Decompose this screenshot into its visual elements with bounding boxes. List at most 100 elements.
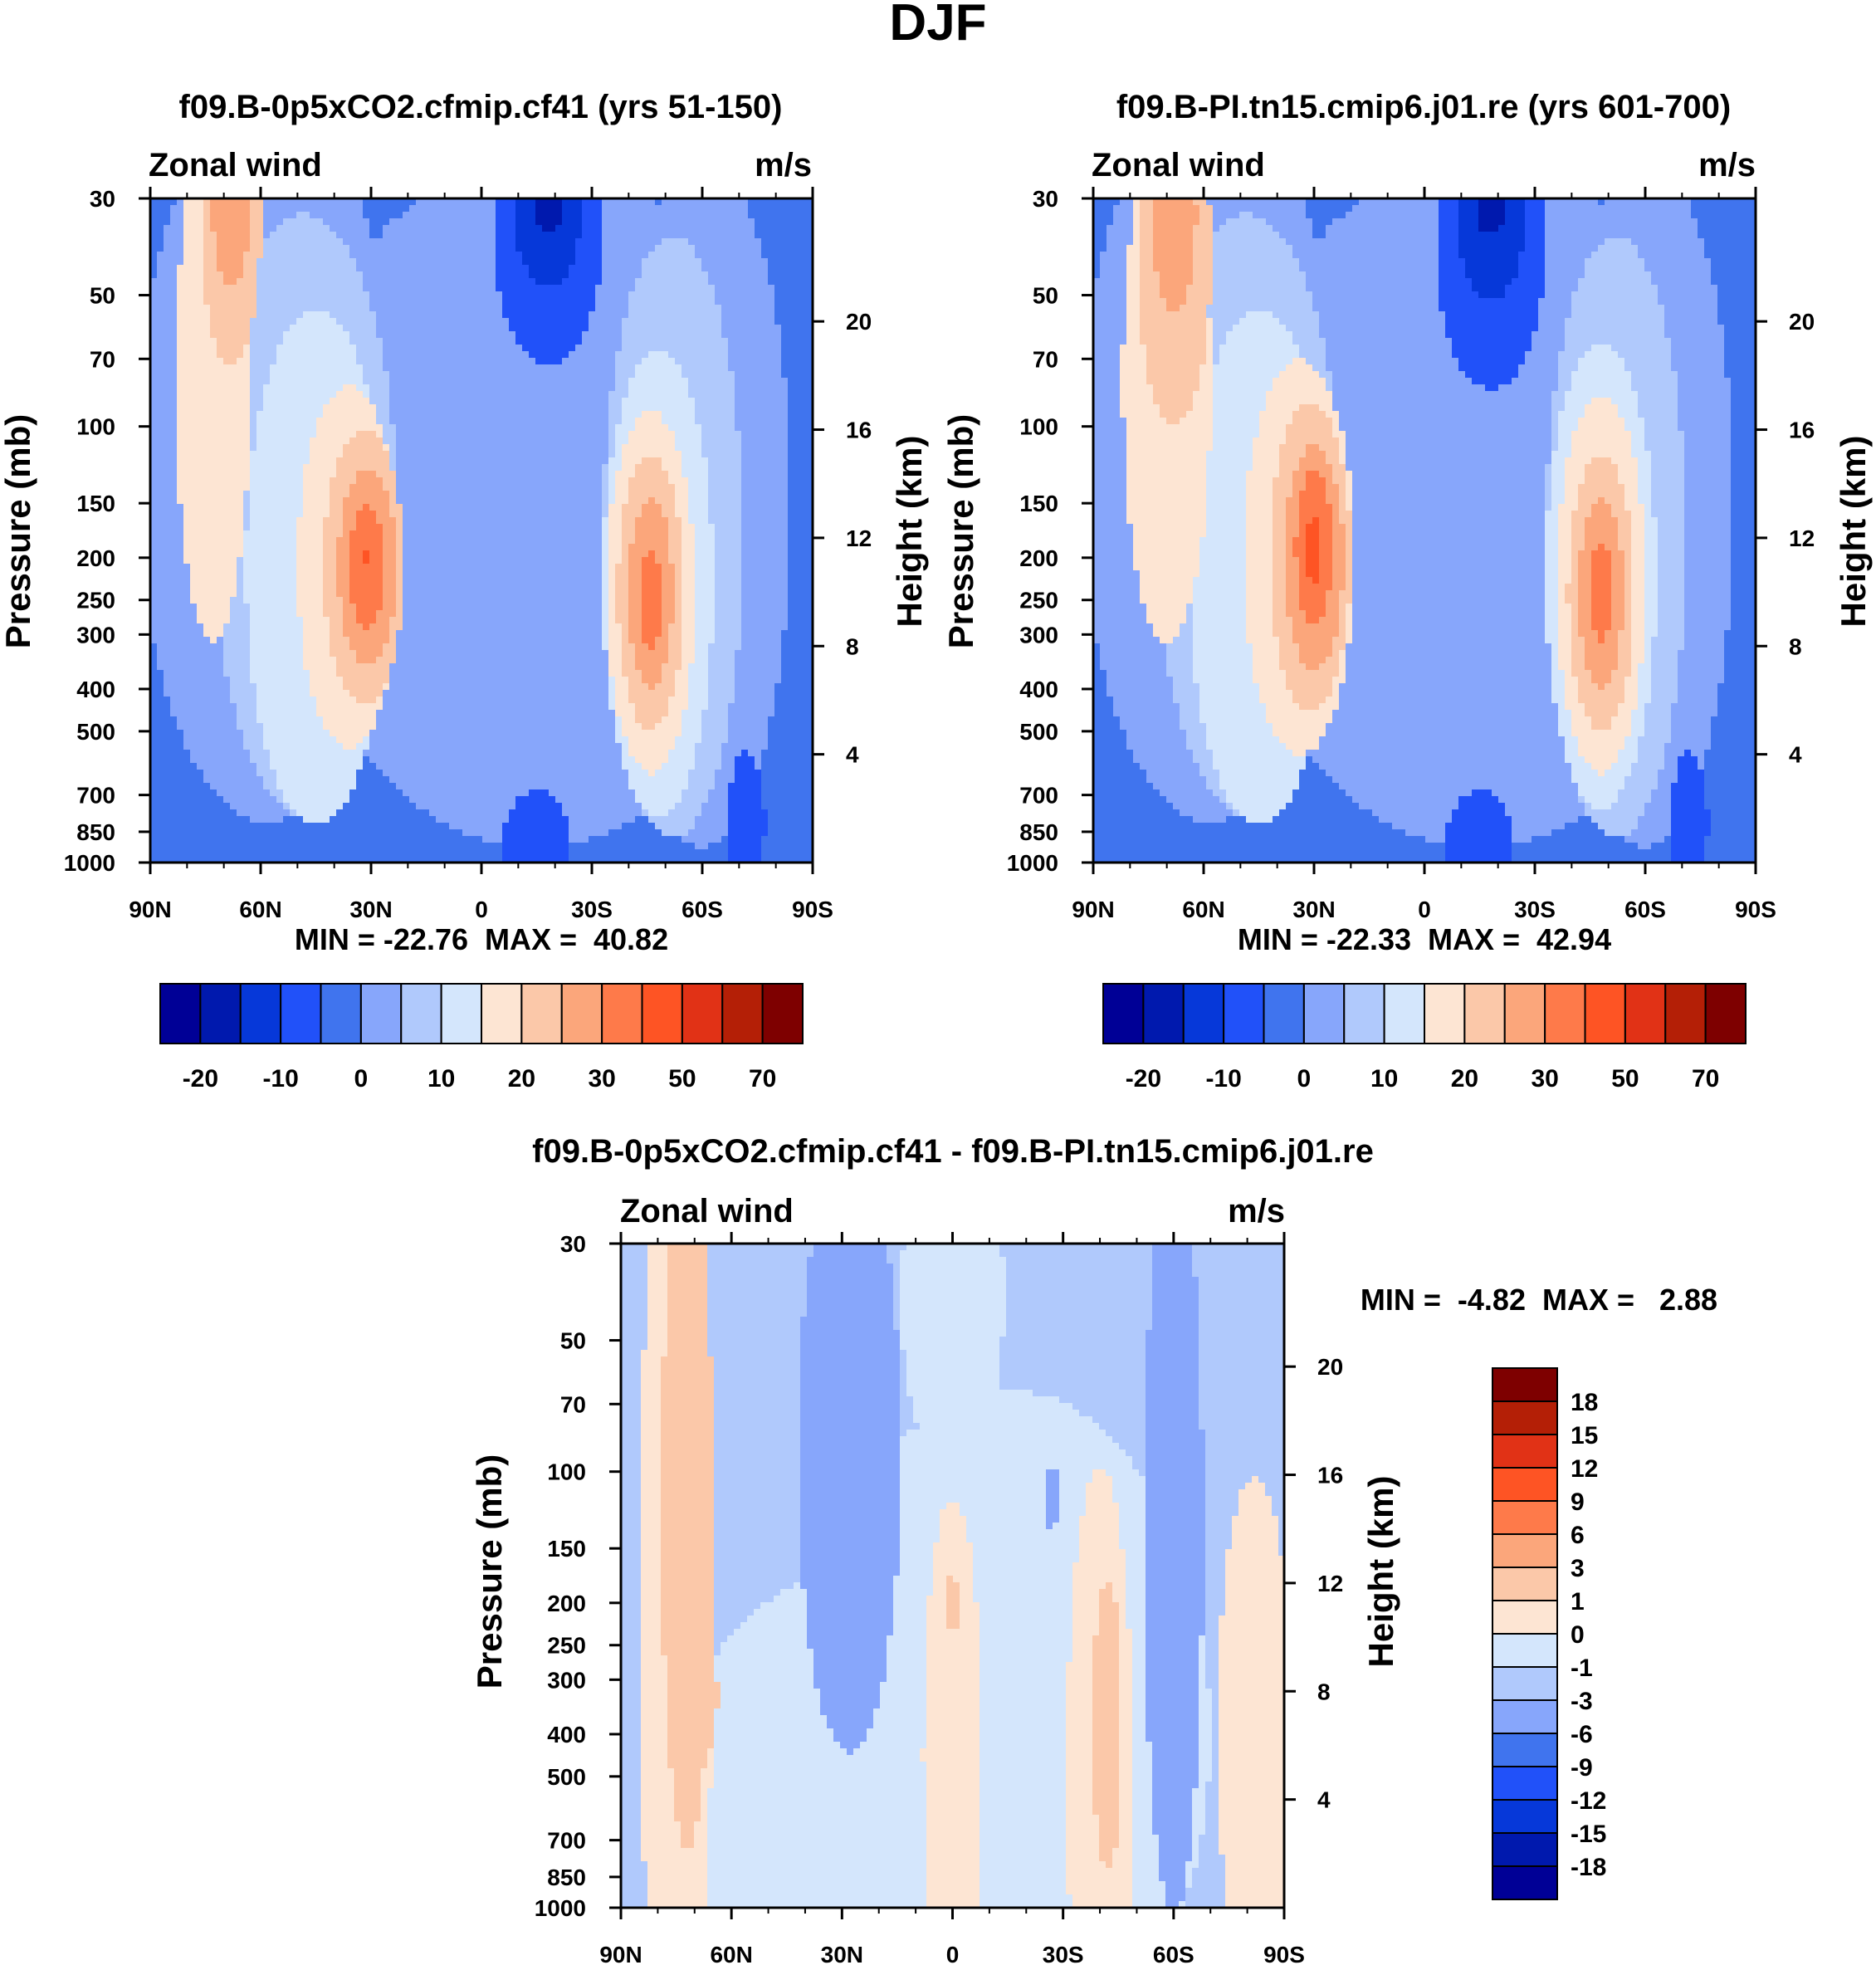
contour-cell: [728, 736, 769, 744]
contour-cell: [1425, 836, 1446, 843]
contour-cell: [1638, 391, 1678, 398]
contour-cell: [1119, 1443, 1146, 1450]
y-tick-label: 100: [1019, 414, 1058, 440]
contour-cell: [1126, 451, 1207, 458]
contour-cell: [356, 358, 384, 365]
contour-cell: [1132, 1463, 1146, 1470]
contour-cell: [1658, 776, 1678, 784]
contour-cell: [695, 630, 716, 638]
contour-cell: [1299, 530, 1307, 538]
contour-cell: [396, 530, 403, 538]
contour-cell: [900, 1337, 1000, 1344]
contour-cell: [774, 318, 813, 325]
contour-cell: [1120, 404, 1160, 412]
contour-cell: [695, 252, 762, 259]
contour-cell: [263, 232, 271, 239]
contour-cell: [1551, 690, 1566, 697]
contour-cell: [303, 484, 330, 491]
contour-cell: [1278, 1549, 1285, 1557]
contour-cell: [1093, 564, 1134, 571]
contour-cell: [210, 305, 257, 312]
contour-cell: [675, 743, 696, 750]
contour-cell: [389, 404, 609, 412]
contour-cell: [1458, 364, 1519, 372]
contour-cell: [1631, 371, 1678, 379]
contour-cell: [1724, 670, 1756, 677]
contour-cell: [1571, 371, 1632, 379]
contour-cell: [1173, 683, 1200, 691]
contour-cell: [1585, 530, 1619, 538]
contour-cell: [926, 1596, 947, 1603]
contour-cell: [1551, 491, 1566, 498]
contour-cell: [1598, 770, 1605, 777]
contour-cell: [1206, 723, 1273, 731]
contour-cell: [973, 1576, 1073, 1583]
contour-cell: [256, 716, 324, 724]
contour-cell: [973, 1556, 1080, 1563]
contour-cell: [900, 1549, 934, 1557]
contour-cell: [741, 577, 789, 584]
contour-cell: [1173, 677, 1194, 684]
contour-cell: [1352, 570, 1546, 578]
contour-cell: [602, 497, 609, 505]
contour-cell: [1199, 564, 1247, 571]
contour-cell: [356, 471, 377, 478]
contour-cell: [768, 829, 813, 837]
contour-cell: [1046, 1523, 1053, 1530]
contour-cell: [701, 444, 742, 452]
contour-cell: [1306, 610, 1326, 618]
contour-cell: [1684, 437, 1732, 445]
contour-cell: [1352, 584, 1546, 591]
contour-cell: [177, 716, 237, 724]
contour-cell: [1518, 258, 1546, 266]
contour-cell: [1332, 464, 1346, 472]
contour-cell: [728, 783, 762, 790]
contour-cell: [250, 404, 264, 412]
contour-cell: [1292, 550, 1307, 558]
contour-cell: [1093, 418, 1127, 425]
contour-cell: [1618, 517, 1632, 525]
contour-cell: [707, 1250, 814, 1258]
contour-cell: [1059, 1496, 1087, 1503]
contour-cell: [1532, 338, 1566, 345]
contour-cell: [781, 371, 813, 379]
contour-cell: [1152, 1310, 1199, 1317]
contour-cell: [1086, 1496, 1113, 1503]
contour-cell: [1571, 710, 1585, 717]
contour-cell: [695, 398, 735, 405]
contour-cell: [1578, 364, 1625, 372]
contour-cell: [1093, 364, 1121, 372]
contour-cell: [621, 1337, 648, 1344]
contour-cell: [641, 1483, 662, 1490]
contour-cell: [1339, 517, 1353, 525]
contour-cell: [336, 570, 350, 578]
contour-cell: [1578, 285, 1659, 292]
contour-cell: [1066, 1748, 1093, 1756]
contour-cell: [1133, 750, 1194, 757]
contour-cell: [1146, 1330, 1199, 1337]
contour-cell: [1505, 218, 1526, 226]
contour-cell: [667, 1297, 708, 1304]
colorbar-left: -20 -10 0 10 20 30 50 70: [159, 983, 804, 1092]
contour-cell: [1132, 1682, 1146, 1689]
contour-cell: [721, 763, 735, 770]
contour-cell: [1132, 1894, 1166, 1902]
contour-cell: [376, 404, 390, 412]
contour-cell: [761, 776, 813, 784]
contour-cell: [1684, 491, 1732, 498]
contour-cell: [323, 716, 377, 724]
contour-cell: [496, 218, 516, 226]
contour-cell: [363, 205, 410, 213]
contour-cell: [1684, 464, 1732, 472]
contour-cell: [622, 550, 629, 558]
contour-cell: [183, 557, 237, 565]
contour-cell: [303, 663, 337, 671]
contour-cell: [1618, 710, 1632, 717]
contour-cell: [330, 730, 370, 737]
contour-cell: [1199, 1662, 1206, 1669]
contour-cell: [150, 564, 191, 571]
contour-cell: [788, 544, 813, 551]
colorbar-box: [1263, 983, 1305, 1044]
contour-cell: [1339, 604, 1346, 611]
contour-cell: [701, 1775, 715, 1782]
